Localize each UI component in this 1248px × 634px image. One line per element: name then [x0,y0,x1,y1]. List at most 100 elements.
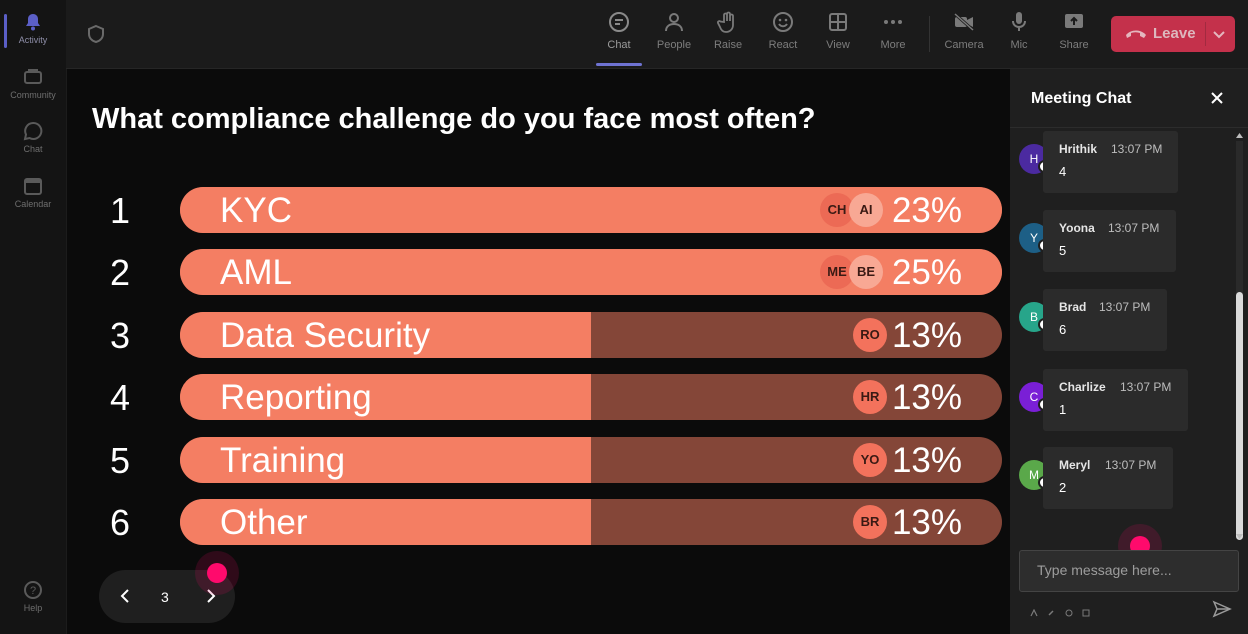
grid-icon [829,13,847,31]
scroll-up-icon[interactable] [1235,131,1244,140]
leave-button-label: Leave [1153,25,1196,42]
calendar-icon [24,178,42,195]
rail-item-chat[interactable]: Chat [0,121,66,154]
chevron-down-icon[interactable] [1211,26,1227,42]
toolbar-raise-button[interactable]: Raise [703,10,753,51]
sender-name: Yoona [1059,221,1095,235]
toolbar-mic-button[interactable]: Mic [994,10,1044,51]
rail-item-community[interactable]: Community [0,67,66,100]
compose-tools [1030,604,1090,617]
help-icon: ? [24,581,42,599]
rail-item-label: Help [23,603,43,613]
people-icon [665,13,683,32]
toolbar-share-button[interactable]: Share [1049,10,1099,51]
chat-message[interactable]: Yoona 13:07 PM 5 [1043,210,1176,272]
share-icon [1065,14,1083,28]
rail-item-calendar[interactable]: Calendar [0,176,66,209]
toolbar-button-label: People [656,39,692,51]
chat-header: Meeting Chat [1010,69,1248,128]
gif-icon[interactable] [1082,609,1090,617]
leave-divider [1205,22,1206,46]
message-text: 5 [1059,243,1067,258]
poll-option-fill [180,312,591,358]
chat-scrollbar[interactable] [1235,131,1244,541]
attach-icon[interactable] [1047,609,1055,617]
rail-item-activity[interactable]: Activity [0,12,66,48]
avatar-initial: B [1029,310,1038,324]
poll-option-percent: 13% [891,316,962,355]
meeting-toolbar: Chat People Raise React View More Camera… [66,0,1248,69]
chat-message[interactable]: Meryl 13:07 PM 2 [1043,447,1173,509]
poll-option-row: 4 Reporting HR 13% [100,374,1004,420]
camera-off-icon [954,12,974,32]
voter-avatar: BR [853,505,887,539]
poll-option-percent: 25% [891,253,962,292]
poll-option-number: 1 [109,190,131,231]
poll-option-row: 3 Data Security RO 13% [100,312,1004,358]
toolbar-chat-button[interactable]: Chat [594,10,644,66]
chat-message[interactable]: Charlize 13:07 PM 1 [1043,369,1188,431]
poll-option-percent: 13% [891,441,962,480]
voter-avatar: BE [849,255,883,289]
rail-item-label: Community [10,90,56,100]
poll-option-bar: Other BR 13% [180,499,1002,545]
voter-avatar: ME [820,255,854,289]
chat-message[interactable]: Hrithik 13:07 PM 4 [1043,131,1178,193]
chevron-left-icon[interactable] [117,587,135,605]
message-time: 13:07 PM [1108,221,1160,235]
chat-input-placeholder: Type message here... [1037,562,1172,578]
toolbar-more-button[interactable]: More [868,10,918,51]
rail-item-help[interactable]: ? Help [0,580,66,613]
poll-option-percent: 13% [891,503,962,542]
poll-option-number: 2 [109,252,131,293]
poll-option-row: 5 Training YO 13% [100,437,1004,483]
poll-option-fill [180,499,591,545]
toolbar-view-button[interactable]: View [813,10,863,51]
toolbar-button-label: View [826,39,850,51]
voter-avatar: HR [853,380,887,414]
scrollbar-thumb[interactable] [1236,292,1243,540]
toolbar-button-label: More [880,39,906,51]
format-icon[interactable] [1030,608,1038,617]
toolbar-people-button[interactable]: People [649,10,699,51]
toolbar-button-label: Mic [1010,39,1028,51]
message-text: 2 [1059,480,1067,495]
voter-avatar: RO [853,318,887,352]
sender-name: Meryl [1059,458,1091,472]
chevron-right-icon[interactable] [201,587,219,605]
leave-button[interactable]: Leave [1111,16,1235,52]
toolbar-camera-button[interactable]: Camera [939,10,989,51]
close-icon[interactable] [1209,90,1225,106]
avatar-initial: H [1029,152,1039,166]
poll-option-label: AML [220,253,292,292]
send-icon[interactable] [1212,599,1232,619]
smile-icon [773,12,793,32]
raise-hand-icon [717,11,734,33]
poll-option-label: KYC [220,191,292,230]
avatar-initial: Y [1029,231,1038,245]
bell-icon [26,14,40,31]
poll-option-bar: Data Security RO 13% [180,312,1002,358]
avatar-initial: C [1029,390,1039,404]
poll-question: What compliance challenge do you face mo… [92,103,816,135]
chat-title: Meeting Chat [1031,90,1132,107]
chat-bubble-icon [609,12,629,32]
scroll-down-icon[interactable] [1235,532,1244,541]
message-time: 13:07 PM [1120,380,1172,394]
poll-option-bar: AML ME BE 25% [180,249,1002,295]
message-text: 4 [1059,164,1067,179]
message-text: 1 [1059,402,1067,417]
shield-icon[interactable] [86,24,106,44]
phone-hangup-icon [1126,30,1146,38]
poll-option-row: 6 Other BR 13% [100,499,1004,545]
pointer-highlight [207,563,227,583]
message-text: 6 [1059,322,1067,337]
chat-message[interactable]: Brad 13:07 PM 6 [1043,289,1167,351]
chat-message-input[interactable]: Type message here... [1019,550,1239,592]
emoji-icon[interactable] [1065,609,1073,617]
rail-item-label: Activity [18,35,48,45]
rail-item-label: Calendar [14,199,52,209]
toolbar-button-label: Chat [607,39,631,51]
message-time: 13:07 PM [1099,300,1151,314]
toolbar-react-button[interactable]: React [758,10,808,51]
